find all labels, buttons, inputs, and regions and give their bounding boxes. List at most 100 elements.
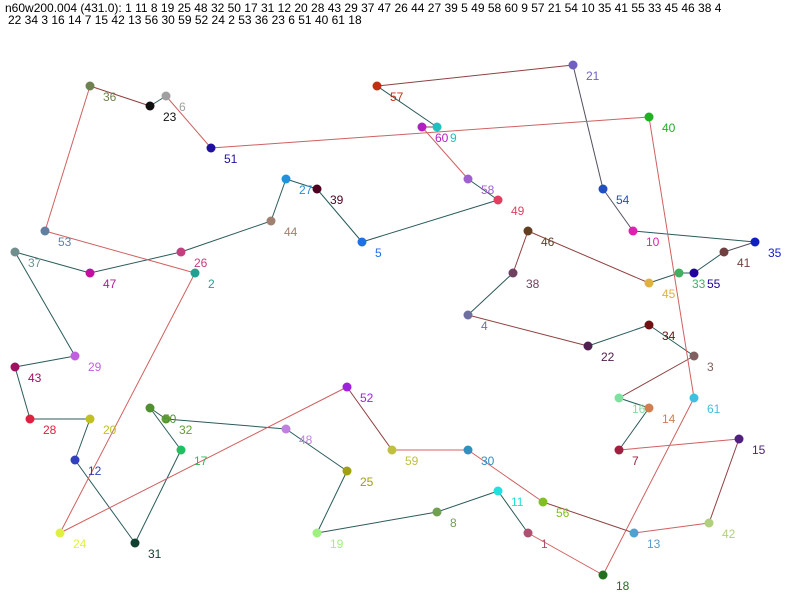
edge bbox=[376, 85, 438, 128]
node bbox=[206, 143, 216, 153]
edge bbox=[467, 449, 544, 503]
node-label: 49 bbox=[511, 204, 525, 218]
node-label: 37 bbox=[28, 256, 42, 270]
edge bbox=[693, 251, 725, 274]
edge bbox=[165, 95, 212, 149]
edge bbox=[723, 241, 756, 253]
edge bbox=[421, 126, 469, 180]
node bbox=[85, 81, 95, 91]
node-label: 48 bbox=[299, 433, 313, 447]
node-label: 13 bbox=[647, 537, 661, 551]
node bbox=[85, 414, 95, 424]
node-label: 3 bbox=[707, 360, 714, 374]
edge bbox=[134, 449, 182, 544]
edge bbox=[632, 230, 756, 243]
edge bbox=[180, 220, 272, 253]
node bbox=[266, 216, 276, 226]
node-label: 7 bbox=[632, 454, 639, 468]
node bbox=[190, 268, 200, 278]
node bbox=[598, 184, 608, 194]
node-label: 15 bbox=[752, 443, 766, 457]
edge bbox=[376, 64, 574, 87]
node bbox=[417, 122, 427, 132]
edge bbox=[346, 386, 393, 451]
node bbox=[629, 528, 639, 538]
node bbox=[689, 268, 699, 278]
node-label: 6 bbox=[179, 100, 186, 114]
node bbox=[614, 445, 624, 455]
node-label: 34 bbox=[662, 329, 676, 343]
node-label: 19 bbox=[330, 537, 344, 551]
node bbox=[674, 268, 684, 278]
node bbox=[704, 518, 714, 528]
node-label: 9 bbox=[450, 131, 457, 145]
node-label: 25 bbox=[360, 475, 374, 489]
node-label: 58 bbox=[481, 183, 495, 197]
node-label: 17 bbox=[194, 454, 208, 468]
node bbox=[161, 414, 171, 424]
node-label: 51 bbox=[224, 152, 238, 166]
node-label: 31 bbox=[148, 547, 162, 561]
node bbox=[85, 268, 95, 278]
node bbox=[463, 445, 473, 455]
edge bbox=[14, 251, 76, 357]
edge bbox=[467, 272, 514, 316]
node-label: 40 bbox=[662, 121, 676, 135]
edge bbox=[316, 470, 348, 534]
node-label: 50 bbox=[163, 412, 177, 426]
node bbox=[281, 424, 291, 434]
node-label: 29 bbox=[88, 360, 102, 374]
node bbox=[719, 247, 729, 257]
edge bbox=[527, 230, 650, 284]
node-label: 27 bbox=[299, 183, 313, 197]
node bbox=[568, 60, 578, 70]
node bbox=[70, 455, 80, 465]
edge bbox=[285, 428, 348, 472]
node bbox=[538, 497, 548, 507]
edge bbox=[648, 116, 695, 399]
node bbox=[432, 507, 442, 517]
edge bbox=[14, 366, 31, 420]
edge bbox=[14, 251, 91, 274]
node-label: 42 bbox=[722, 527, 736, 541]
node bbox=[523, 528, 533, 538]
node bbox=[70, 351, 80, 361]
node-label: 4 bbox=[481, 319, 488, 333]
node bbox=[734, 434, 744, 444]
edge bbox=[497, 490, 529, 534]
edge bbox=[618, 438, 740, 451]
node-label: 1 bbox=[541, 537, 548, 551]
node-label: 52 bbox=[360, 391, 374, 405]
edge bbox=[14, 355, 76, 368]
node-label: 16 bbox=[632, 402, 646, 416]
node-label: 33 bbox=[692, 277, 706, 291]
node-label: 2 bbox=[208, 277, 215, 291]
node bbox=[644, 278, 654, 288]
node bbox=[644, 112, 654, 122]
edge bbox=[44, 230, 196, 274]
node bbox=[689, 393, 699, 403]
node bbox=[25, 414, 35, 424]
node bbox=[689, 351, 699, 361]
node bbox=[40, 226, 50, 236]
node-label: 45 bbox=[662, 287, 676, 301]
node bbox=[508, 268, 518, 278]
node bbox=[614, 393, 624, 403]
edge bbox=[74, 418, 91, 461]
edge bbox=[165, 418, 287, 430]
edge bbox=[89, 85, 151, 107]
node-label: 39 bbox=[330, 193, 344, 207]
edge bbox=[618, 355, 695, 399]
node-label: 56 bbox=[556, 506, 570, 520]
node bbox=[145, 101, 155, 111]
edge bbox=[270, 178, 287, 222]
node bbox=[312, 184, 322, 194]
node-label: 22 bbox=[601, 350, 615, 364]
node-label: 38 bbox=[526, 277, 540, 291]
node-label: 54 bbox=[616, 193, 630, 207]
node-label: 18 bbox=[616, 579, 630, 593]
edge bbox=[210, 116, 650, 149]
node bbox=[750, 237, 760, 247]
node bbox=[130, 538, 140, 548]
